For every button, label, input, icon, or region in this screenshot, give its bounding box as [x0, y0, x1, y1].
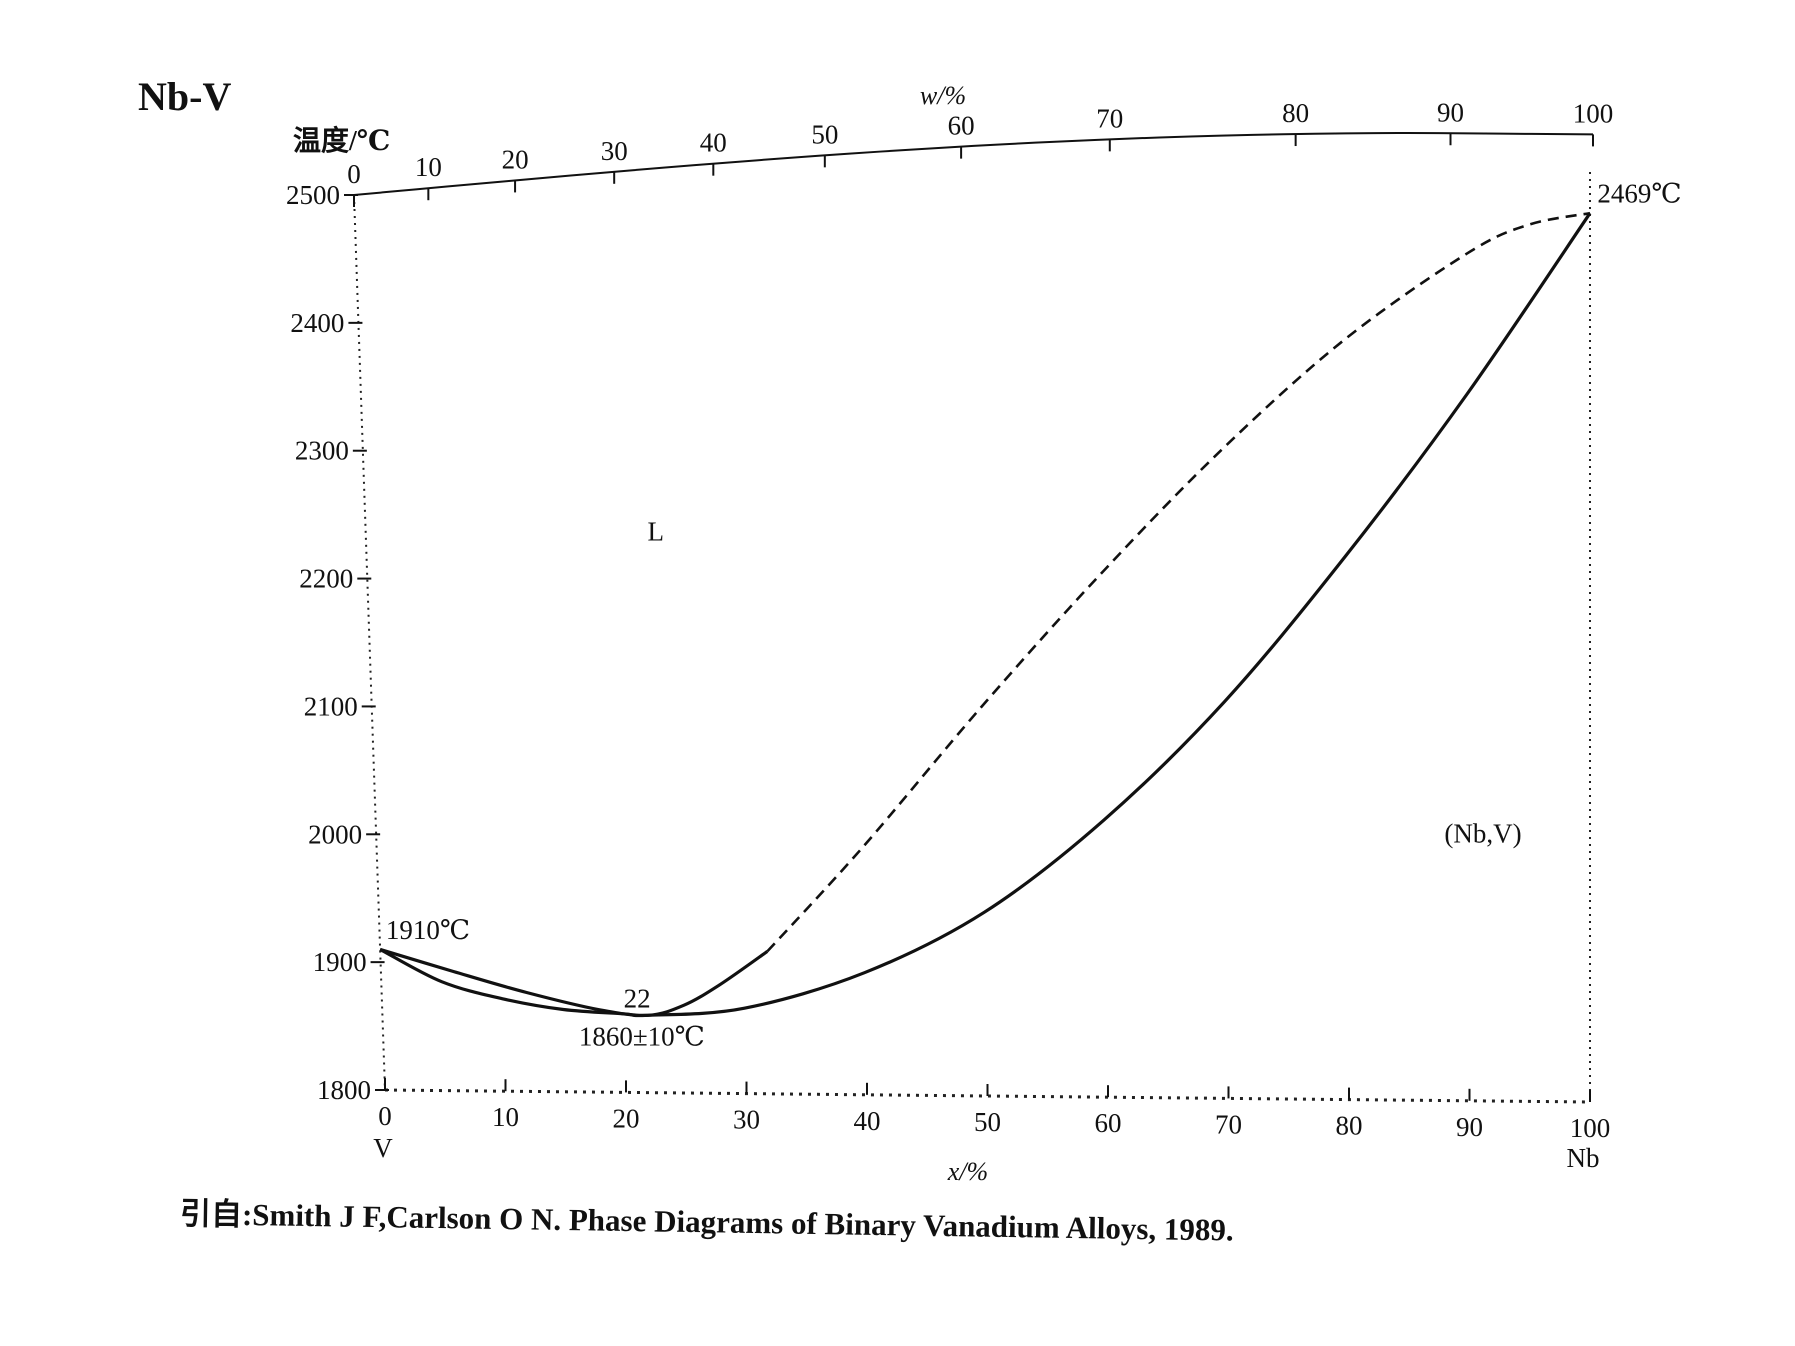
y-tick-label: 1900	[313, 947, 367, 977]
liquidus-dashed-curve	[766, 211, 1591, 953]
x-tick-label: 100	[1570, 1113, 1611, 1143]
y-tick-label: 2400	[290, 308, 344, 338]
y-tick-label: 2300	[295, 436, 349, 466]
chart-title: Nb-V	[138, 74, 231, 119]
top-tick-label: 40	[700, 128, 727, 158]
top-tick-label: 100	[1573, 98, 1614, 128]
x-tick-label: 70	[1215, 1109, 1242, 1139]
minimum-composition-label: 22	[624, 983, 651, 1013]
y-tick-label: 2000	[308, 819, 362, 849]
top-tick-label: 70	[1096, 103, 1123, 133]
solidus-curve	[379, 212, 1592, 1018]
x-tick-label: 10	[492, 1102, 519, 1132]
x-tick-label: 80	[1336, 1111, 1363, 1141]
y-tick-label: 2500	[286, 180, 340, 210]
y-tick-label: 2200	[299, 564, 353, 594]
minimum-temperature-label: 1860±10℃	[579, 1022, 705, 1052]
top-tick-label: 20	[502, 144, 529, 174]
top-tick-label: 10	[415, 152, 442, 182]
top-tick-label: 80	[1282, 98, 1309, 128]
x-tick-label: 30	[733, 1105, 760, 1135]
plot-frame	[353, 132, 1594, 1104]
y-tick-label: 1800	[317, 1075, 371, 1105]
bottom-axis-line	[384, 1088, 1591, 1104]
annotations: L (Nb,V) 1910℃ 22 1860±10℃ 2469℃	[386, 178, 1682, 1051]
liquidus-solid-curve	[379, 947, 769, 1018]
bottom-axis-label: x/%	[947, 1157, 988, 1186]
solid-solution-label: (Nb,V)	[1444, 819, 1521, 849]
x-tick-label: 50	[974, 1107, 1001, 1137]
liquid-region-label: L	[648, 517, 665, 547]
x-tick-label: 60	[1095, 1108, 1122, 1138]
top-tick-label: 50	[811, 119, 838, 149]
axis-ticks: 0 10 20 30 40 50 60 70 80 90 100 0 10 20 30 40 50 60 70 80 9…	[286, 97, 1613, 1143]
x-tick-label: 40	[854, 1106, 881, 1136]
top-tick-label: 60	[948, 111, 975, 141]
right-endpoint-label: Nb	[1567, 1143, 1600, 1173]
nb-melting-point-label: 2469℃	[1597, 178, 1681, 208]
v-melting-point-label: 1910℃	[386, 915, 470, 945]
top-tick-label: 30	[601, 136, 628, 166]
top-tick-label: 0	[347, 159, 361, 189]
y-axis-label: 温度/℃	[293, 125, 390, 157]
x-tick-label: 90	[1456, 1112, 1483, 1142]
top-axis-label: w/%	[920, 81, 966, 110]
top-tick-label: 90	[1437, 97, 1464, 127]
y-tick-label: 2100	[304, 691, 358, 721]
x-tick-label: 0	[378, 1101, 392, 1131]
top-axis-line	[353, 132, 1594, 196]
series-layer	[379, 211, 1592, 1018]
left-endpoint-label: V	[373, 1133, 393, 1163]
x-tick-label: 20	[613, 1103, 640, 1133]
